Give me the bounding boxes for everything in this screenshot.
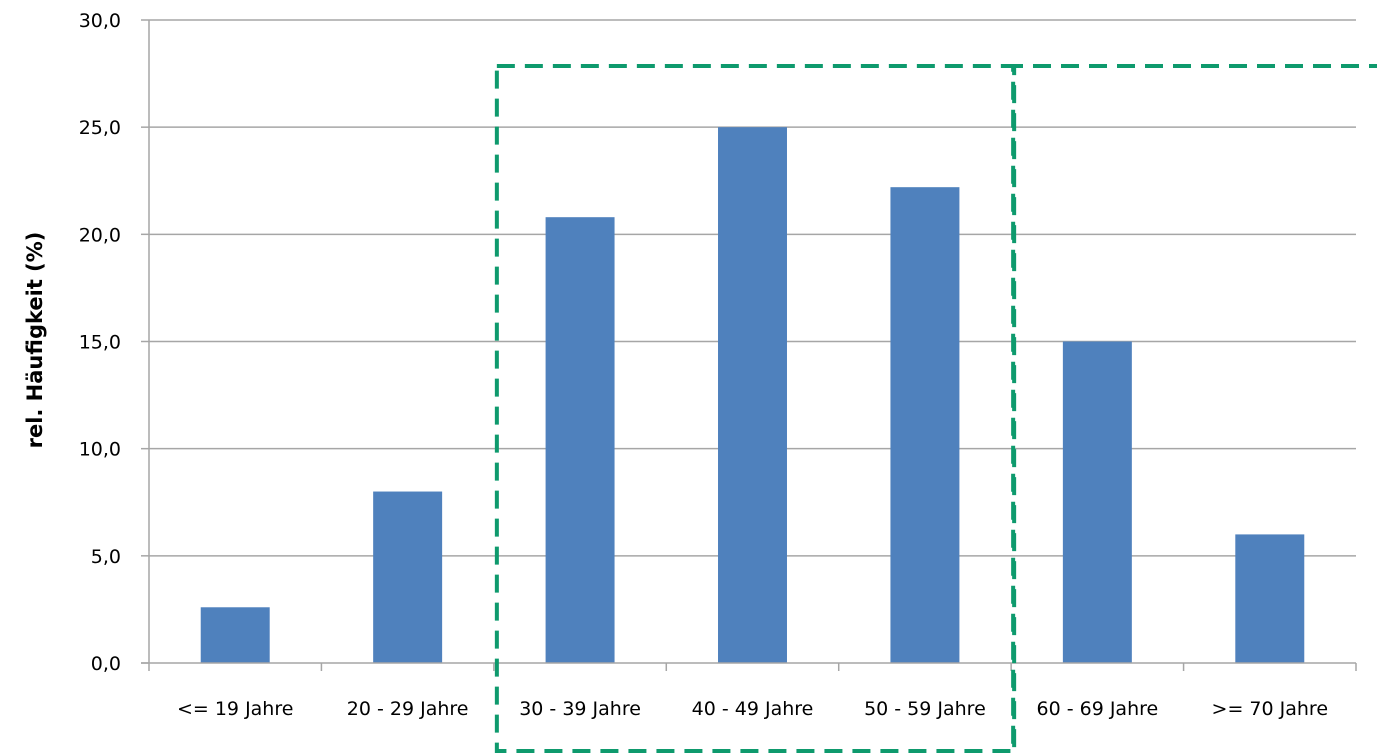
x-axis-labels: <= 19 Jahre 20 - 29 Jahre 30 - 39 Jahre 40 …	[177, 698, 1328, 720]
highlight-boxes	[494, 64, 1377, 753]
y-axis-ticks: 0,0 5,0 10,0 15,0 20,0 25,0 30,0	[79, 10, 149, 675]
highlight-box	[1012, 64, 1377, 751]
bar	[545, 217, 615, 664]
x-tick-label: 30 - 39 Jahre	[519, 698, 641, 720]
highlight-box	[494, 64, 1016, 753]
bars	[200, 127, 1305, 664]
x-tick-label: 40 - 49 Jahre	[692, 698, 814, 720]
x-tick-label: 20 - 29 Jahre	[347, 698, 469, 720]
bar	[718, 127, 787, 663]
y-tick-label: 15,0	[79, 332, 121, 354]
axes	[141, 20, 1357, 671]
bar	[1235, 534, 1305, 663]
x-tick-label: 50 - 59 Jahre	[864, 698, 986, 720]
y-tick-label: 5,0	[91, 546, 121, 568]
y-axis-title: rel. Häufigkeit (%)	[23, 232, 47, 449]
bar	[1062, 341, 1132, 663]
y-tick-label: 25,0	[79, 117, 121, 139]
y-tick-label: 30,0	[79, 10, 121, 32]
x-tick-label: 60 - 69 Jahre	[1037, 698, 1159, 720]
x-tick-label: >= 70 Jahre	[1212, 698, 1328, 720]
bar	[373, 491, 443, 663]
y-tick-label: 10,0	[79, 439, 121, 461]
y-tick-label: 0,0	[91, 653, 121, 675]
bar	[200, 607, 270, 663]
x-tick-label: <= 19 Jahre	[177, 698, 293, 720]
y-tick-label: 20,0	[79, 224, 121, 246]
bar	[890, 187, 960, 663]
